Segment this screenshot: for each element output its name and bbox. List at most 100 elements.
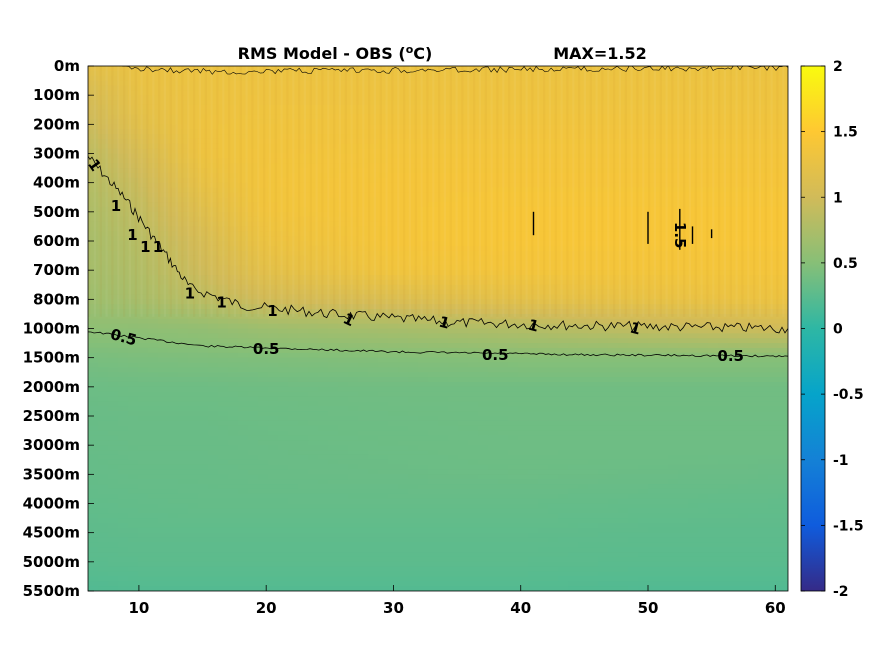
heatmap-cell xyxy=(428,134,439,140)
heatmap-cell xyxy=(98,406,109,412)
heatmap-cell xyxy=(658,104,669,111)
heatmap-cell xyxy=(578,211,589,218)
heatmap-cell xyxy=(148,95,159,101)
heatmap-cell xyxy=(288,343,299,349)
heatmap-cell xyxy=(288,211,299,218)
heatmap-cell xyxy=(648,182,659,189)
heatmap-cell xyxy=(318,352,329,359)
heatmap-cell xyxy=(288,90,299,96)
heatmap-cell xyxy=(288,352,299,359)
heatmap-cell xyxy=(598,216,609,223)
heatmap-cell xyxy=(488,75,499,82)
heatmap-cell xyxy=(358,391,369,398)
heatmap-cell xyxy=(468,163,479,169)
heatmap-cell xyxy=(618,313,629,320)
heatmap-cell xyxy=(708,75,719,82)
heatmap-cell xyxy=(508,206,519,213)
heatmap-cell xyxy=(658,85,669,91)
heatmap-cell xyxy=(638,100,649,106)
heatmap-cell xyxy=(318,318,329,325)
heatmap-cell xyxy=(628,100,639,106)
heatmap-cell xyxy=(708,236,719,242)
heatmap-cell xyxy=(108,362,119,368)
heatmap-cell xyxy=(618,328,629,334)
heatmap-cell xyxy=(218,275,229,281)
heatmap-cell xyxy=(298,172,309,179)
heatmap-cell xyxy=(748,114,759,121)
heatmap-cell xyxy=(398,138,409,145)
heatmap-cell xyxy=(388,206,399,213)
heatmap-cell xyxy=(118,377,129,383)
heatmap-cell xyxy=(288,250,299,257)
heatmap-cell xyxy=(188,260,199,266)
heatmap-cell xyxy=(248,100,259,106)
heatmap-cell xyxy=(448,226,459,232)
heatmap-cell xyxy=(708,343,719,349)
heatmap-cell xyxy=(658,367,669,373)
heatmap-cell xyxy=(768,275,779,281)
heatmap-cell xyxy=(538,66,549,72)
heatmap-cell xyxy=(718,377,729,383)
heatmap-cell xyxy=(198,182,209,189)
heatmap-cell xyxy=(158,401,169,407)
heatmap-cell xyxy=(208,338,219,344)
heatmap-cell xyxy=(128,313,139,320)
heatmap-cell xyxy=(768,406,779,412)
heatmap-cell xyxy=(538,396,549,403)
heatmap-cell xyxy=(638,372,649,378)
heatmap-cell xyxy=(398,168,409,174)
heatmap-cell xyxy=(278,80,289,87)
heatmap-cell xyxy=(298,138,309,145)
heatmap-cell xyxy=(618,352,629,359)
heatmap-cell xyxy=(548,318,559,325)
heatmap-cell xyxy=(108,211,119,218)
heatmap-cell xyxy=(488,236,499,242)
heatmap-cell xyxy=(338,323,349,330)
heatmap-cell xyxy=(638,260,649,266)
heatmap-cell xyxy=(488,119,499,125)
heatmap-cell xyxy=(158,347,169,354)
heatmap-cell xyxy=(748,294,759,300)
heatmap-cell xyxy=(248,216,259,223)
heatmap-cell xyxy=(458,362,469,368)
heatmap-cell xyxy=(128,352,139,359)
heatmap-cell xyxy=(448,338,459,344)
heatmap-cell xyxy=(428,265,439,271)
heatmap-cell xyxy=(658,401,669,407)
heatmap-cell xyxy=(688,318,699,325)
heatmap-cell xyxy=(638,406,649,412)
heatmap-cell xyxy=(718,391,729,398)
heatmap-cell xyxy=(548,231,559,237)
heatmap-cell xyxy=(248,367,259,373)
heatmap-cell xyxy=(468,372,479,378)
heatmap-cell xyxy=(248,386,259,393)
heatmap-cell xyxy=(208,236,219,242)
heatmap-cell xyxy=(438,279,449,286)
heatmap-cell xyxy=(438,250,449,257)
heatmap-cell xyxy=(178,75,189,82)
heatmap-cell xyxy=(148,104,159,111)
heatmap-cell xyxy=(238,138,249,145)
heatmap-cell xyxy=(178,172,189,179)
heatmap-cell xyxy=(118,231,129,237)
heatmap-cell xyxy=(518,386,529,393)
heatmap-cell xyxy=(768,250,779,257)
heatmap-cell xyxy=(758,362,769,368)
heatmap-cell xyxy=(298,202,309,208)
heatmap-cell xyxy=(198,279,209,286)
heatmap-cell xyxy=(708,187,719,193)
heatmap-cell xyxy=(228,231,239,237)
heatmap-cell xyxy=(368,391,379,398)
heatmap-cell xyxy=(718,250,729,257)
heatmap-cell xyxy=(718,313,729,320)
heatmap-cell xyxy=(428,250,439,257)
heatmap-cell xyxy=(548,304,559,310)
heatmap-cell xyxy=(208,294,219,300)
heatmap-cell xyxy=(458,158,469,164)
heatmap-cell xyxy=(428,294,439,300)
heatmap-cell xyxy=(688,270,699,276)
heatmap-cell xyxy=(768,401,779,407)
heatmap-cell xyxy=(548,352,559,359)
heatmap-cell xyxy=(648,124,659,130)
heatmap-cell xyxy=(278,357,289,364)
